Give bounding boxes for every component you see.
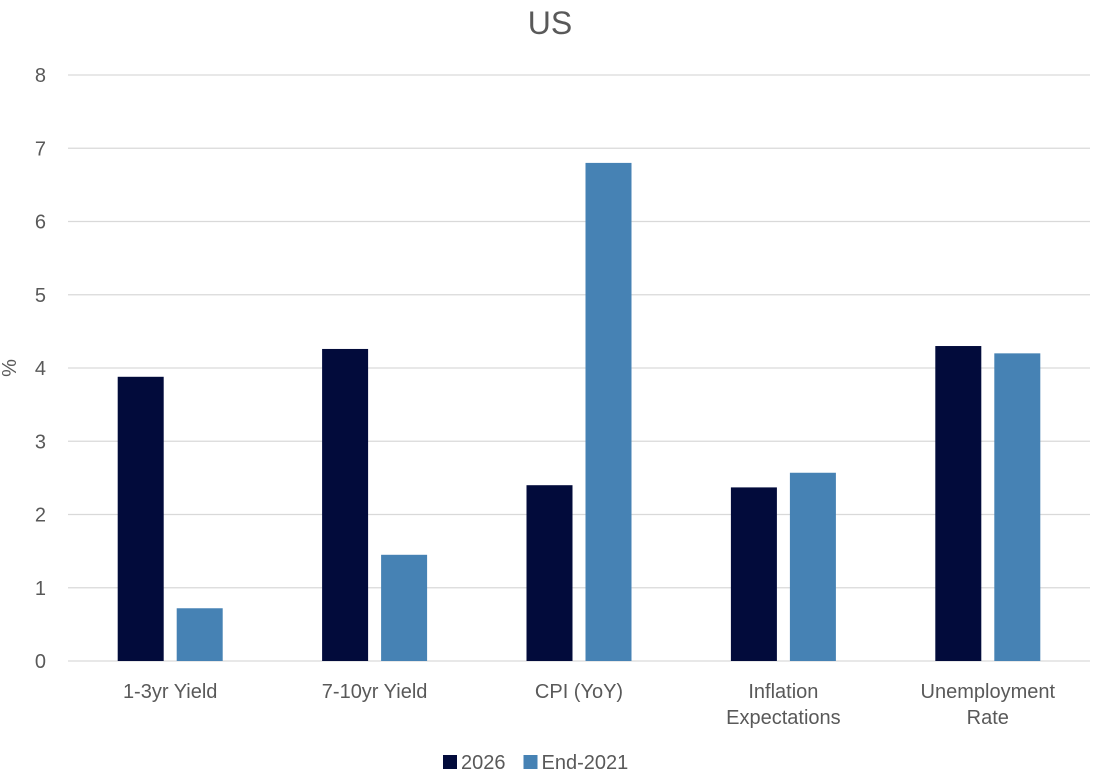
x-axis-categories: 1-3yr Yield 7-10yr Yield CPI (YoY) Inflatio… — [123, 681, 1056, 729]
bar-2026 — [730, 487, 777, 661]
x-category-label: Expectations — [726, 707, 841, 729]
x-category-label: CPI (YoY) — [535, 681, 623, 703]
gridlines — [68, 74, 1090, 662]
bar-end-2021 — [176, 608, 223, 661]
y-tick-label: 6 — [35, 212, 46, 234]
y-tick-label: 2 — [35, 505, 46, 527]
bar-2026 — [322, 348, 369, 661]
bar-end-2021 — [381, 554, 428, 661]
x-category-label: Rate — [967, 707, 1009, 729]
bar-2026 — [117, 376, 164, 661]
y-tick-label: 5 — [35, 285, 46, 307]
y-tick-label: 4 — [35, 358, 46, 380]
bar-end-2021 — [585, 162, 632, 661]
x-category-label: Unemployment — [921, 681, 1056, 703]
legend-swatch — [523, 755, 538, 769]
y-axis-ticks: 0 1 2 3 4 5 6 7 8 — [35, 65, 46, 673]
legend-label: 2026 — [461, 752, 506, 774]
bar-2026 — [526, 485, 573, 661]
legend-swatch — [443, 755, 457, 769]
y-tick-label: 8 — [35, 65, 46, 87]
bars — [117, 162, 1041, 661]
legend-label: End-2021 — [542, 752, 629, 774]
legend: 2026 End-2021 — [443, 752, 628, 774]
x-category-label: 1-3yr Yield — [123, 681, 218, 703]
x-category-label: 7-10yr Yield — [322, 681, 428, 703]
x-category-label: Inflation — [748, 681, 818, 703]
y-tick-label: 0 — [35, 651, 46, 673]
bar-end-2021 — [994, 353, 1041, 661]
y-axis-label: % — [0, 359, 21, 377]
bar-2026 — [935, 346, 982, 661]
y-tick-label: 7 — [35, 138, 46, 160]
y-tick-label: 3 — [35, 431, 46, 453]
y-tick-label: 1 — [35, 578, 46, 600]
bar-end-2021 — [789, 472, 836, 661]
chart-title: US — [528, 5, 572, 41]
